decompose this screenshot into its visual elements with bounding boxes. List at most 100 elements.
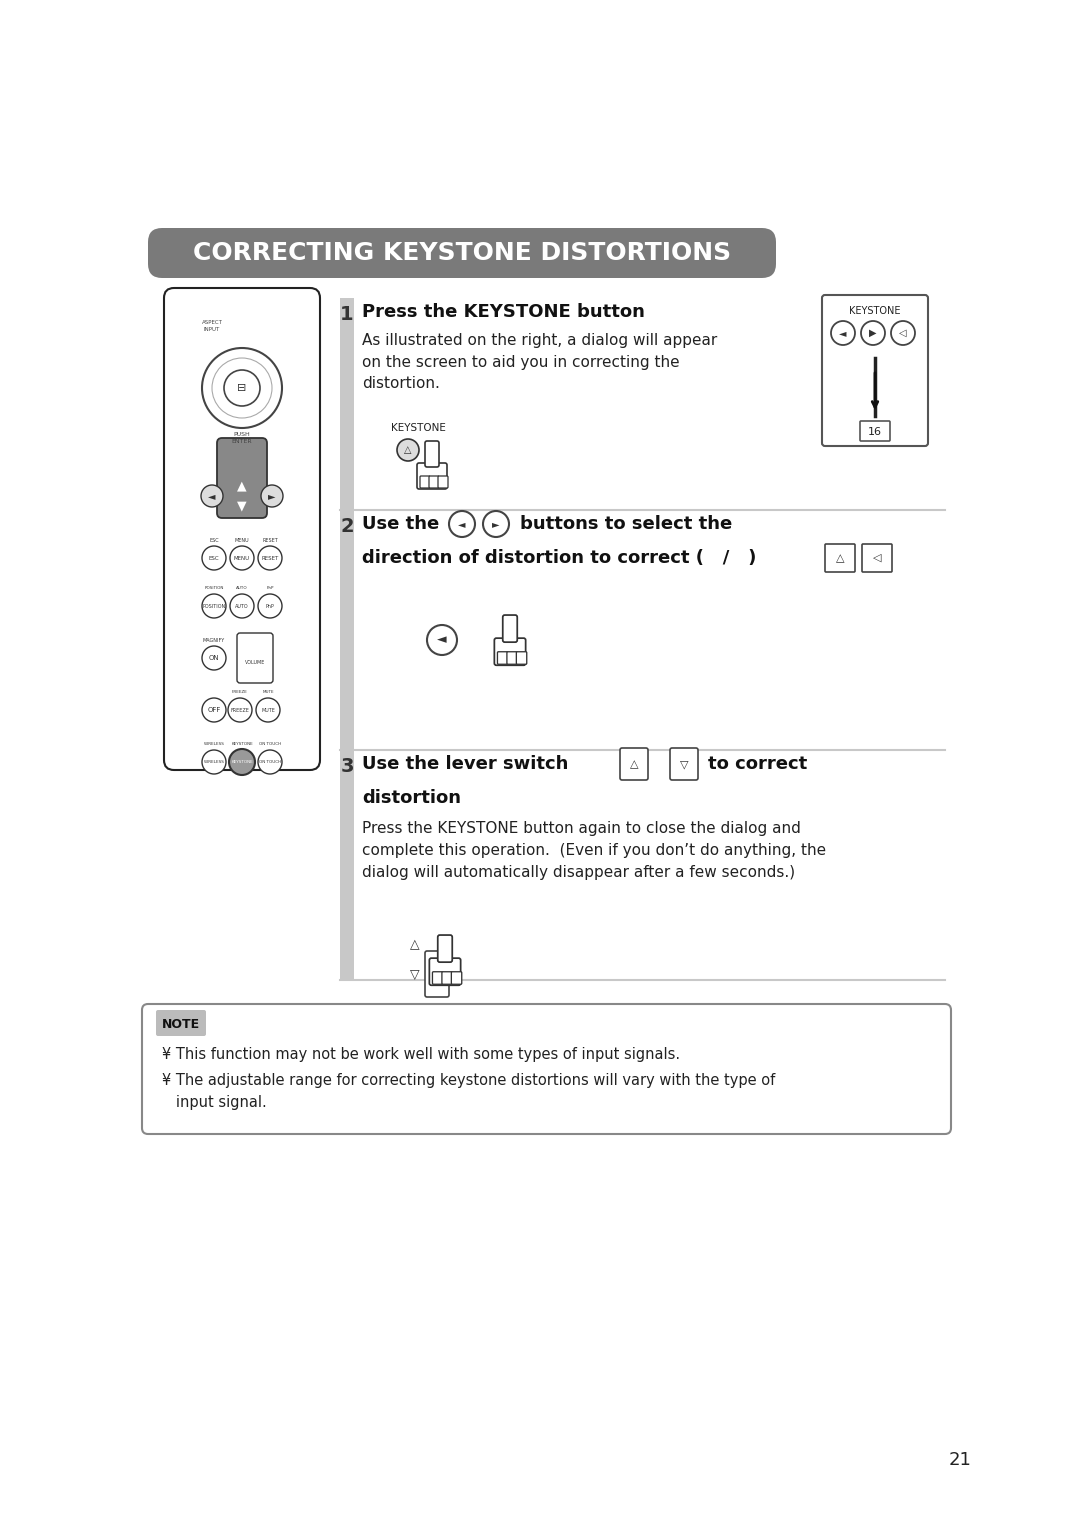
Text: ASPECT
INPUT: ASPECT INPUT [202, 321, 222, 332]
Text: PnP: PnP [267, 587, 273, 590]
Circle shape [861, 321, 885, 345]
Text: distortion.: distortion. [362, 376, 440, 391]
FancyBboxPatch shape [507, 652, 517, 665]
Circle shape [230, 750, 254, 775]
FancyBboxPatch shape [430, 958, 461, 986]
FancyBboxPatch shape [498, 652, 508, 665]
Circle shape [258, 594, 282, 617]
Circle shape [256, 698, 280, 723]
Text: PUSH
ENTER: PUSH ENTER [232, 432, 253, 443]
Text: ◁: ◁ [873, 553, 881, 562]
Text: direction of distortion to correct (   /   ): direction of distortion to correct ( / ) [362, 549, 756, 567]
Text: POSITION: POSITION [204, 587, 224, 590]
FancyBboxPatch shape [417, 463, 447, 489]
Circle shape [427, 625, 457, 656]
Text: ESC: ESC [208, 556, 219, 561]
Text: ◄: ◄ [437, 634, 447, 646]
FancyBboxPatch shape [237, 633, 273, 683]
Text: △: △ [836, 553, 845, 562]
FancyBboxPatch shape [825, 544, 855, 571]
Text: ▶: ▶ [869, 329, 877, 338]
Text: POSITION: POSITION [202, 604, 226, 608]
Text: KEYSTONE: KEYSTONE [231, 759, 253, 764]
Text: 1: 1 [340, 304, 354, 324]
Text: WIRELESS: WIRELESS [203, 759, 225, 764]
Text: Press the KEYSTONE button: Press the KEYSTONE button [362, 303, 645, 321]
Text: to correct: to correct [708, 755, 807, 773]
Text: ▲: ▲ [238, 480, 247, 492]
Text: dialog will automatically disappear after a few seconds.): dialog will automatically disappear afte… [362, 865, 795, 880]
Text: FREEZE: FREEZE [230, 707, 249, 712]
Text: Press the KEYSTONE button again to close the dialog and: Press the KEYSTONE button again to close… [362, 821, 801, 836]
FancyBboxPatch shape [426, 442, 438, 468]
Text: KEYSTONE: KEYSTONE [849, 306, 901, 316]
Text: VOLUME: VOLUME [245, 660, 266, 665]
Circle shape [483, 510, 509, 536]
Text: FREEZE: FREEZE [232, 691, 248, 694]
FancyBboxPatch shape [620, 749, 648, 779]
FancyBboxPatch shape [503, 616, 517, 642]
Text: ◁: ◁ [900, 329, 907, 338]
Text: ▽: ▽ [679, 759, 688, 769]
Text: KEYSTONE: KEYSTONE [231, 743, 253, 746]
Text: ¥ This function may not be work well with some types of input signals.: ¥ This function may not be work well wit… [162, 1047, 680, 1062]
Circle shape [202, 750, 226, 775]
FancyBboxPatch shape [860, 422, 890, 442]
Circle shape [230, 545, 254, 570]
FancyBboxPatch shape [164, 287, 320, 770]
Circle shape [831, 321, 855, 345]
Circle shape [891, 321, 915, 345]
FancyBboxPatch shape [822, 295, 928, 446]
FancyBboxPatch shape [156, 1010, 206, 1036]
FancyBboxPatch shape [516, 652, 527, 665]
Text: NOTE: NOTE [162, 1018, 200, 1030]
FancyBboxPatch shape [670, 749, 698, 779]
Text: ◄: ◄ [839, 329, 847, 338]
Text: MUTE: MUTE [261, 707, 275, 712]
Text: buttons to select the: buttons to select the [519, 515, 732, 533]
Circle shape [202, 545, 226, 570]
Circle shape [258, 750, 282, 775]
Text: ◄: ◄ [458, 520, 465, 529]
FancyBboxPatch shape [437, 935, 453, 963]
FancyBboxPatch shape [442, 972, 453, 984]
FancyBboxPatch shape [451, 972, 462, 984]
FancyBboxPatch shape [862, 544, 892, 571]
Text: MENU: MENU [234, 556, 251, 561]
Text: KEYSTONE: KEYSTONE [391, 423, 445, 432]
Text: input signal.: input signal. [162, 1094, 267, 1109]
Text: 3: 3 [340, 756, 354, 776]
Circle shape [258, 545, 282, 570]
Text: ESC: ESC [210, 538, 219, 542]
Text: ON TOUCH: ON TOUCH [259, 759, 281, 764]
Text: 2: 2 [340, 516, 354, 535]
Text: As illustrated on the right, a dialog will appear: As illustrated on the right, a dialog wi… [362, 333, 717, 347]
Text: on the screen to aid you in correcting the: on the screen to aid you in correcting t… [362, 354, 679, 370]
Circle shape [397, 439, 419, 461]
Circle shape [261, 484, 283, 507]
Bar [340, 298, 354, 510]
FancyBboxPatch shape [141, 1004, 951, 1134]
Text: ON: ON [208, 656, 219, 662]
Circle shape [202, 594, 226, 617]
Circle shape [202, 646, 226, 669]
Text: ¥ The adjustable range for correcting keystone distortions will vary with the ty: ¥ The adjustable range for correcting ke… [162, 1073, 775, 1088]
Text: AUTO: AUTO [235, 604, 248, 608]
Text: 16: 16 [868, 426, 882, 437]
Text: ►: ► [268, 490, 275, 501]
Text: ►: ► [492, 520, 500, 529]
Text: ⊟: ⊟ [238, 384, 246, 393]
Text: △: △ [410, 938, 420, 952]
Text: ON TOUCH: ON TOUCH [259, 743, 281, 746]
Text: MENU: MENU [234, 538, 249, 542]
FancyBboxPatch shape [432, 972, 443, 984]
FancyBboxPatch shape [217, 439, 267, 518]
Text: CORRECTING KEYSTONE DISTORTIONS: CORRECTING KEYSTONE DISTORTIONS [193, 241, 731, 264]
Text: ◄: ◄ [208, 490, 216, 501]
FancyBboxPatch shape [148, 228, 777, 278]
Circle shape [228, 698, 252, 723]
Text: AUTO: AUTO [237, 587, 247, 590]
Text: PnP: PnP [266, 604, 274, 608]
FancyBboxPatch shape [495, 639, 526, 665]
Circle shape [449, 510, 475, 536]
